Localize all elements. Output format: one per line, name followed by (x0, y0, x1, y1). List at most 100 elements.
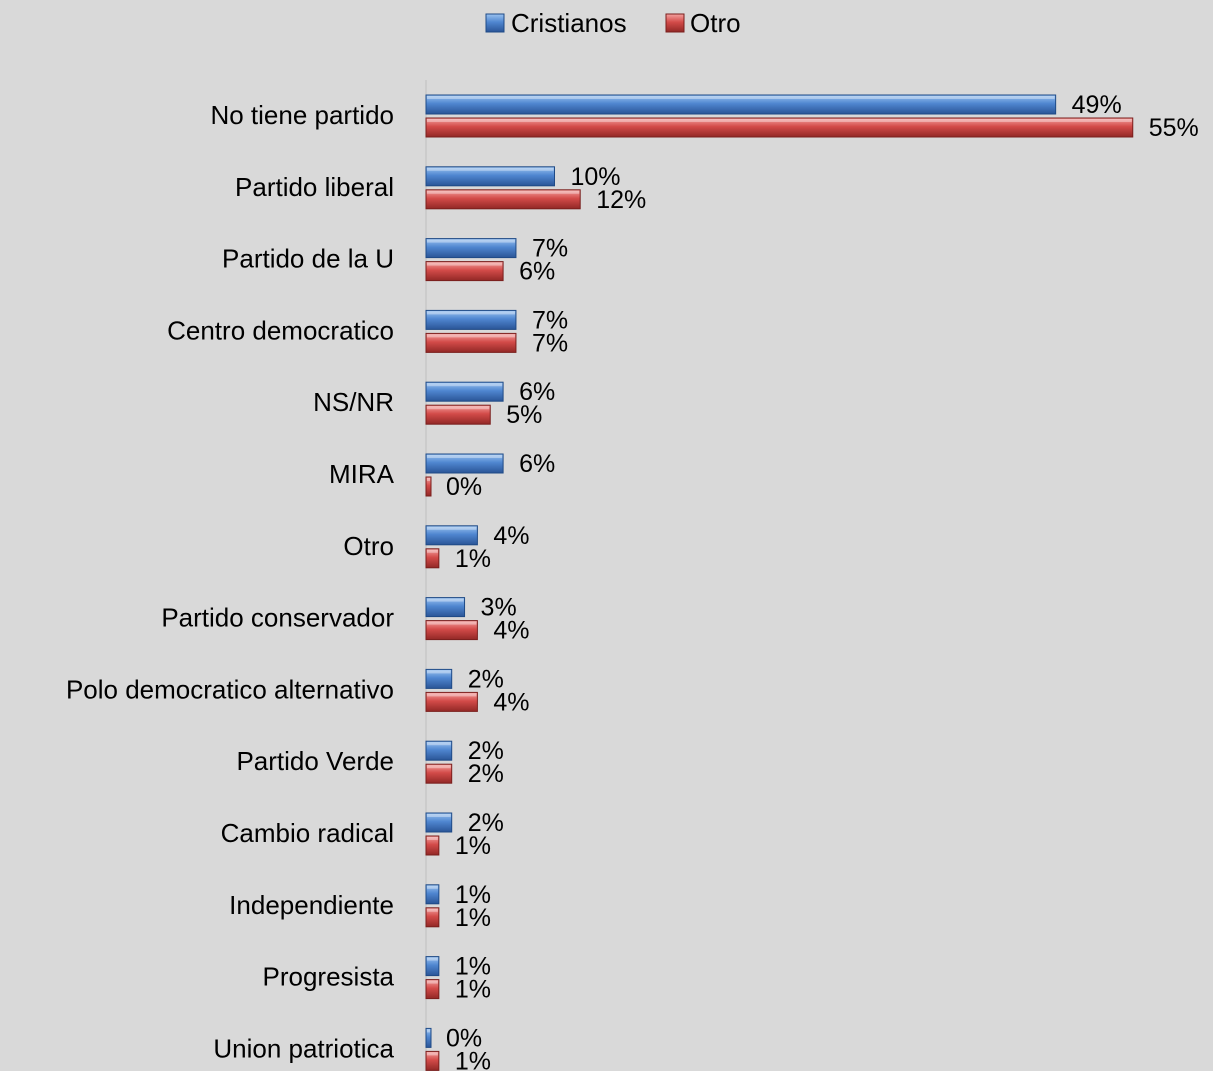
data-label-otro: 0% (446, 473, 482, 501)
legend-label-cristianos: Cristianos (511, 8, 627, 38)
bar-cristianos (425, 668, 453, 689)
bar-highlight (427, 742, 451, 746)
legend: Cristianos Otro (485, 8, 741, 38)
bar-highlight (427, 311, 515, 315)
legend-swatch-cristianos (485, 13, 505, 33)
bar-cristianos (425, 812, 453, 833)
bar-otro (425, 476, 432, 497)
bar-otro (425, 189, 581, 210)
category-label: Independiente (229, 890, 394, 920)
data-label-cristianos: 2% (468, 665, 504, 693)
data-label-cristianos: 2% (468, 737, 504, 765)
bar-highlight (427, 980, 438, 984)
bar-cristianos (425, 381, 504, 402)
bar-highlight (427, 621, 477, 625)
bar-highlight (427, 334, 515, 338)
data-label-otro: 7% (532, 329, 568, 357)
legend-swatch-otro (665, 13, 685, 33)
category-label: No tiene partido (210, 100, 394, 130)
bar-highlight (427, 598, 464, 602)
bar-highlight (427, 885, 438, 889)
data-label-cristianos: 6% (519, 378, 555, 406)
data-label-otro: 4% (493, 617, 529, 645)
bar-cristianos (425, 597, 466, 618)
bar-cristianos (425, 166, 555, 187)
bar-highlight (427, 406, 490, 410)
data-label-cristianos: 1% (455, 881, 491, 909)
data-label-cristianos: 10% (571, 163, 621, 191)
data-label-otro: 1% (455, 545, 491, 573)
category-label: Partido liberal (235, 172, 394, 202)
data-label-otro: 5% (506, 401, 542, 429)
bar-otro (425, 1050, 440, 1071)
bar-highlight (427, 814, 451, 817)
data-label-cristianos: 1% (455, 953, 491, 981)
data-label-otro: 55% (1149, 114, 1199, 142)
data-label-cristianos: 0% (446, 1024, 482, 1052)
bar-highlight (427, 119, 1132, 122)
legend-label-otro: Otro (690, 8, 741, 38)
bar-highlight (427, 455, 503, 458)
data-label-otro: 6% (519, 258, 555, 286)
bar-cristianos (425, 956, 440, 977)
bar-highlight (427, 957, 438, 961)
category-label: NS/NR (313, 387, 394, 417)
bar-highlight (427, 478, 430, 481)
bar-cristianos (425, 525, 478, 546)
data-label-otro: 2% (468, 760, 504, 788)
bar-cristianos (425, 1027, 432, 1048)
category-label: Partido conservador (161, 603, 394, 633)
bar-cristianos (425, 238, 517, 259)
category-label: MIRA (329, 459, 395, 489)
bar-otro (425, 979, 440, 1000)
bar-cristianos (425, 884, 440, 905)
bar-otro (425, 907, 440, 928)
category-label: Otro (343, 531, 394, 561)
bar-otro (425, 332, 517, 353)
bar-cristianos (425, 94, 1057, 115)
bar-otro (425, 548, 440, 569)
data-label-otro: 1% (455, 1047, 491, 1071)
bar-otro (425, 117, 1134, 138)
data-label-otro: 1% (455, 904, 491, 932)
bar-highlight (427, 693, 477, 697)
bar-otro (425, 835, 440, 856)
data-label-cristianos: 49% (1072, 91, 1122, 119)
data-label-cristianos: 2% (468, 809, 504, 837)
data-label-otro: 4% (493, 688, 529, 716)
bar-highlight (427, 908, 438, 912)
bar-highlight (427, 670, 451, 674)
bar-highlight (427, 167, 554, 171)
data-label-otro: 1% (455, 976, 491, 1004)
bar-highlight (427, 1052, 438, 1056)
bar-cristianos (425, 740, 453, 761)
bar-highlight (427, 1029, 430, 1033)
data-label-cristianos: 7% (532, 306, 568, 334)
bar-highlight (427, 262, 503, 266)
bar-otro (425, 620, 478, 641)
bar-highlight (427, 526, 477, 530)
bar-otro (425, 261, 504, 282)
bar-highlight (427, 765, 451, 769)
data-label-cristianos: 6% (519, 450, 555, 478)
bar-highlight (427, 549, 438, 553)
category-label: Partido Verde (236, 746, 394, 776)
category-label: Centro democratico (167, 315, 394, 345)
bars (425, 94, 1134, 1071)
bar-otro (425, 763, 453, 784)
bar-highlight (427, 190, 580, 194)
bar-cristianos (425, 453, 504, 474)
bar-highlight (427, 96, 1055, 99)
data-label-cristianos: 4% (493, 522, 529, 550)
bar-otro (425, 404, 491, 425)
category-label: Partido de la U (222, 244, 394, 274)
category-label: Polo democratico alternativo (66, 674, 394, 704)
bar-cristianos (425, 309, 517, 330)
data-labels: 49%55%10%12%7%6%7%7%6%5%6%0%4%1%3%4%2%4%… (446, 91, 1199, 1071)
bar-highlight (427, 239, 515, 243)
category-label: Progresista (263, 962, 395, 992)
data-label-cristianos: 3% (481, 594, 517, 622)
data-label-cristianos: 7% (532, 235, 568, 263)
category-label: Union patriotica (213, 1033, 394, 1063)
